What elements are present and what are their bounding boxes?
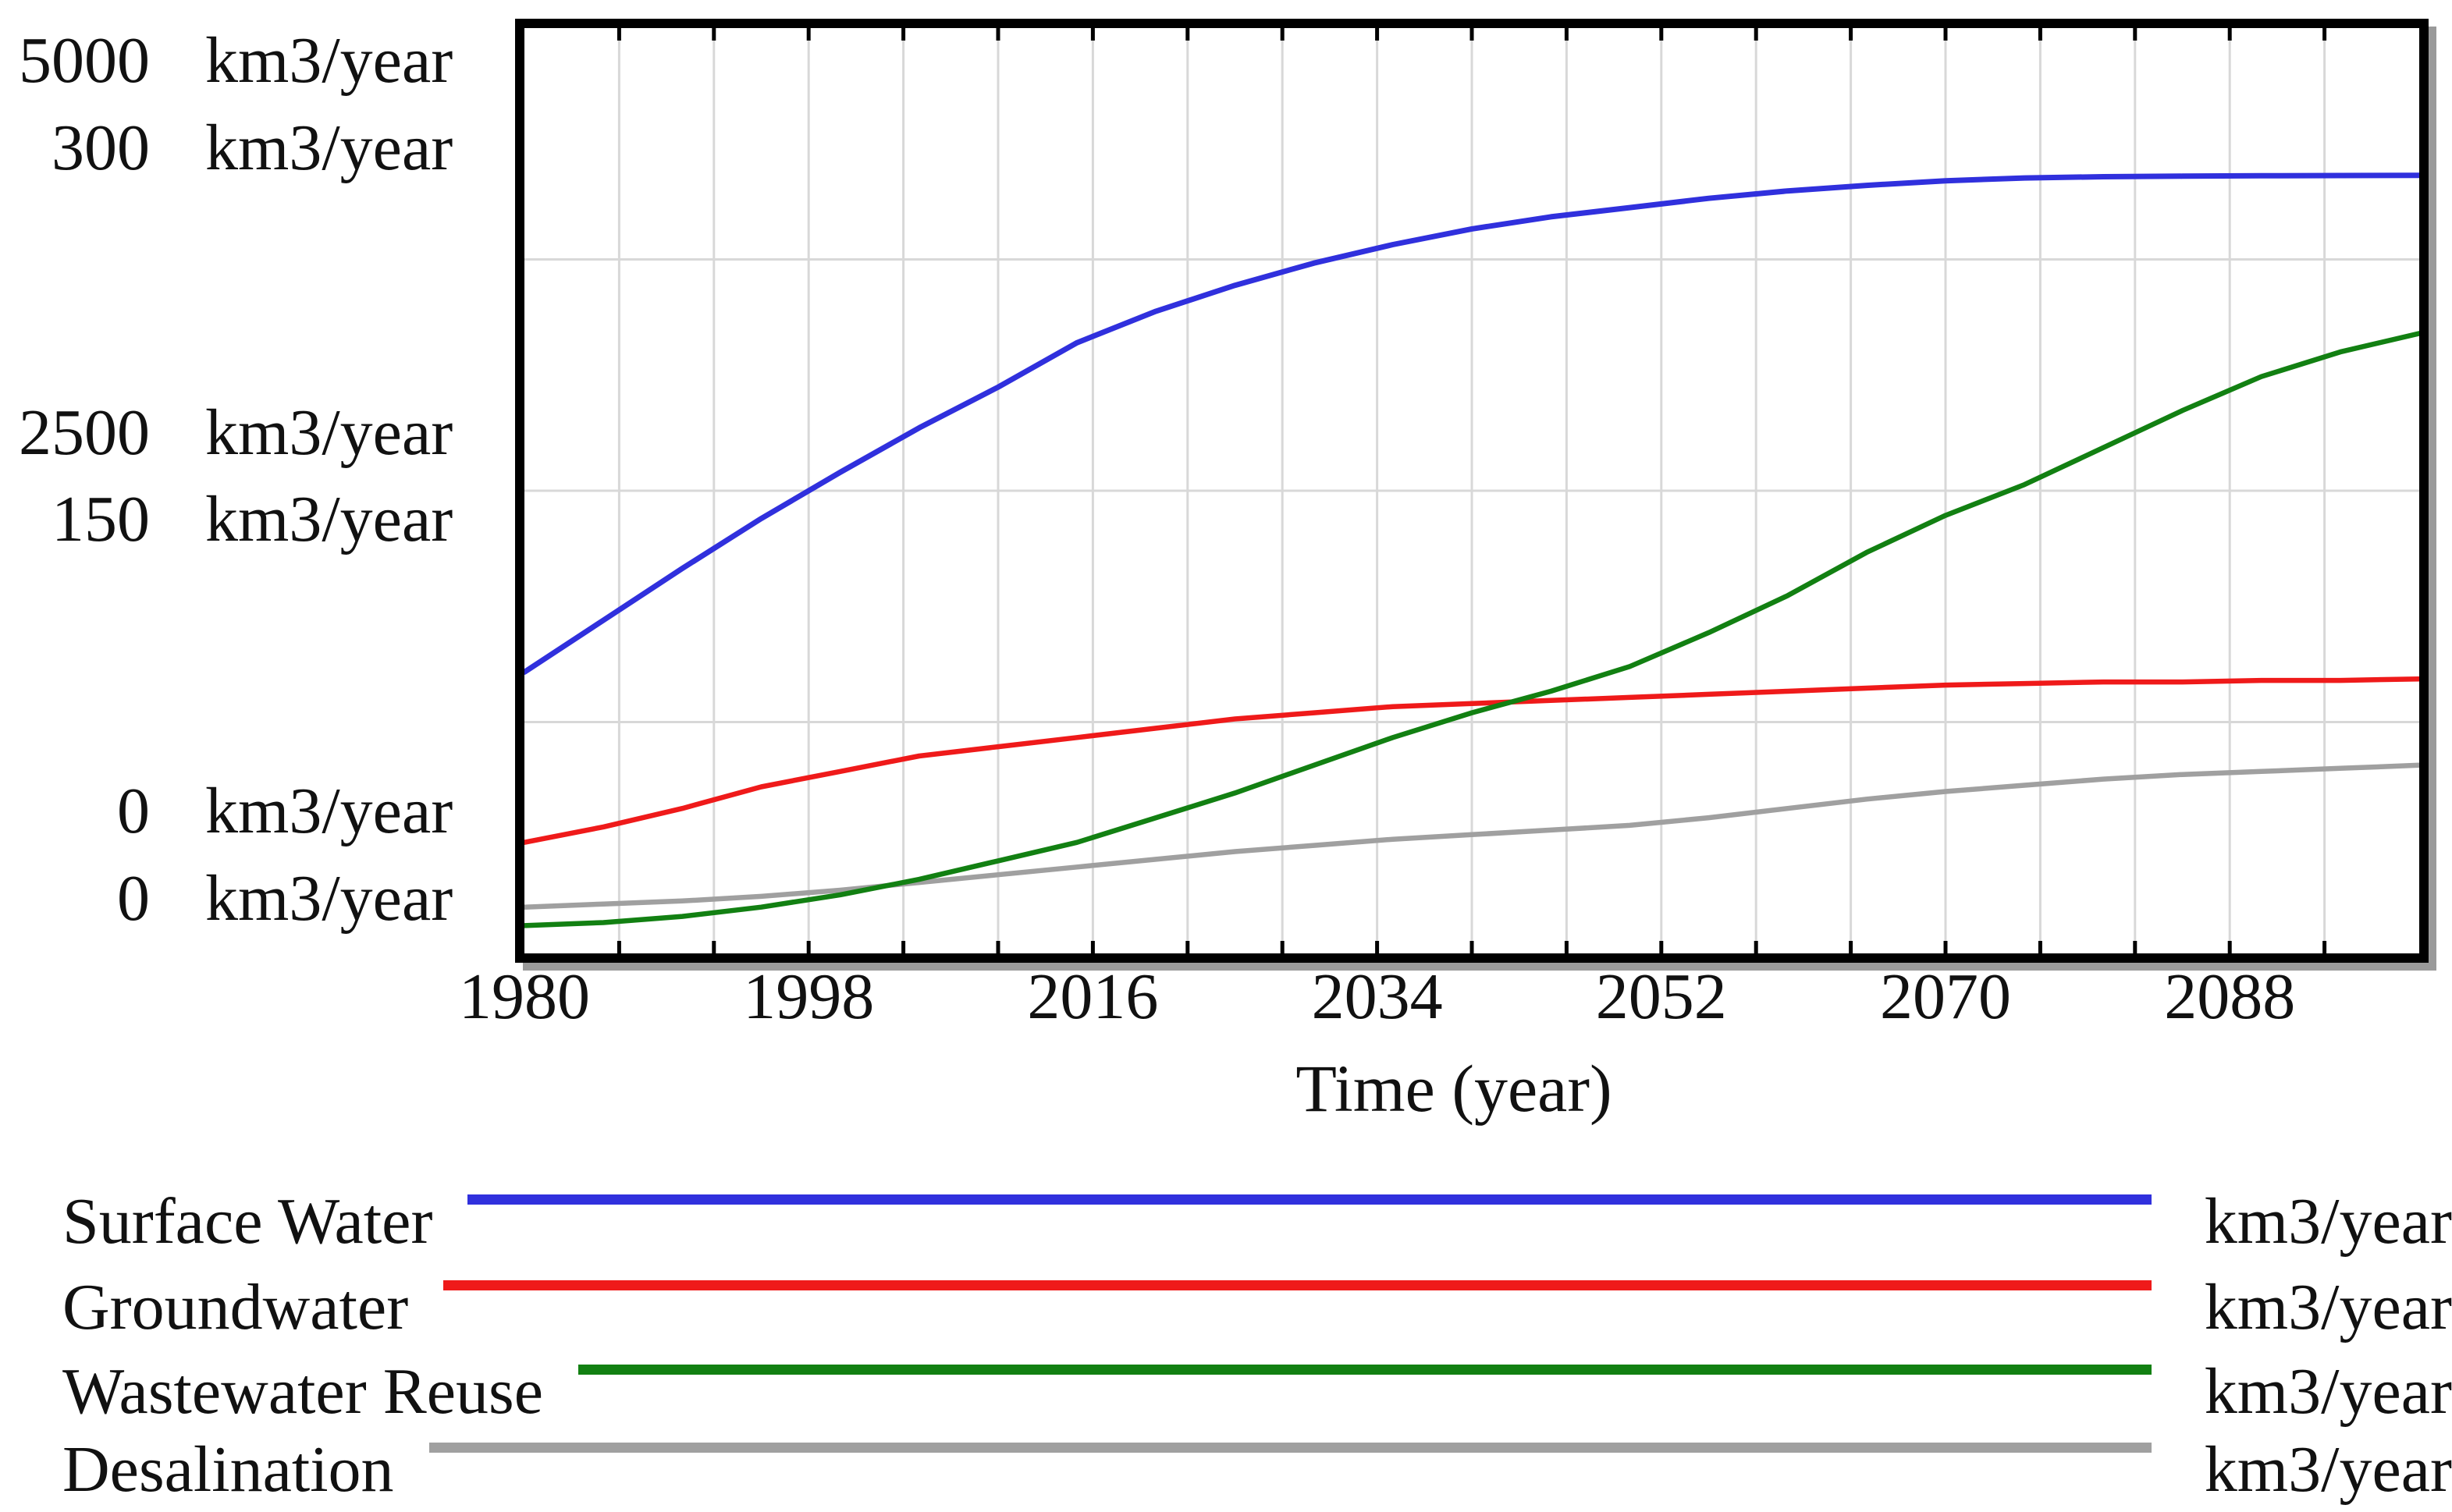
legend-color-line	[428, 1442, 2152, 1453]
y-tick-value: 5000	[19, 24, 150, 97]
surface-water-line	[524, 172, 2419, 675]
wastewater-reuse-line	[524, 331, 2419, 928]
y-tick-value: 150	[52, 483, 150, 555]
legend-row: Surface Water km3/year	[62, 1178, 2452, 1264]
x-tick-label: 2034	[1311, 960, 1443, 1033]
plot-area	[515, 19, 2429, 963]
plot-canvas	[524, 28, 2419, 953]
y-axis-label-row: 2500 km3/year	[0, 389, 499, 477]
groundwater-line	[524, 676, 2419, 845]
legend-label: Wastewater Reuse	[62, 1354, 543, 1428]
legend-color-line	[467, 1194, 2152, 1205]
legend-label: Surface Water	[62, 1184, 433, 1258]
legend-row: Groundwater km3/year	[62, 1264, 2452, 1350]
y-unit-label: km3/year	[205, 483, 453, 555]
x-tick-label: 2052	[1595, 960, 1727, 1033]
y-unit-label: km3/year	[205, 396, 453, 469]
legend-unit: km3/year	[2204, 1432, 2452, 1506]
x-tick-label: 1980	[459, 960, 590, 1033]
x-tick-label: 2016	[1027, 960, 1159, 1033]
x-tick-label: 2070	[1880, 960, 2011, 1033]
legend-unit: km3/year	[2204, 1270, 2452, 1343]
x-tick-label: 2088	[2164, 960, 2296, 1033]
data-series	[524, 172, 2419, 928]
legend-color-line	[443, 1280, 2152, 1290]
y-unit-label: km3/year	[205, 862, 453, 935]
y-unit-label: km3/year	[205, 24, 453, 97]
legend-row: Desalination km3/year	[62, 1426, 2452, 1512]
y-axis-label-row: 150 km3/year	[0, 476, 499, 563]
legend-label: Desalination	[62, 1432, 394, 1506]
y-tick-value: 0	[117, 775, 150, 847]
y-axis-label-row: 5000 km3/year	[0, 17, 499, 105]
y-axis-label-row: 0 km3/year	[0, 768, 499, 855]
legend-unit: km3/year	[2204, 1354, 2452, 1428]
axis-ticks	[617, 28, 2327, 953]
y-tick-value: 2500	[19, 396, 150, 469]
x-tick-label: 1998	[743, 960, 875, 1033]
y-unit-label: km3/year	[205, 775, 453, 847]
y-tick-value: 300	[52, 112, 150, 184]
legend-color-line	[577, 1364, 2152, 1375]
y-axis-label-row: 300 km3/year	[0, 105, 499, 192]
legend-row: Wastewater Reuse km3/year	[62, 1348, 2452, 1434]
y-axis-label-row: 0 km3/year	[0, 855, 499, 942]
y-tick-value: 0	[117, 862, 150, 935]
y-unit-label: km3/year	[205, 112, 453, 184]
x-axis-title: Time (year)	[1295, 1051, 1612, 1126]
desalination-line	[524, 762, 2419, 910]
legend-unit: km3/year	[2204, 1184, 2452, 1258]
legend-label: Groundwater	[62, 1270, 409, 1343]
